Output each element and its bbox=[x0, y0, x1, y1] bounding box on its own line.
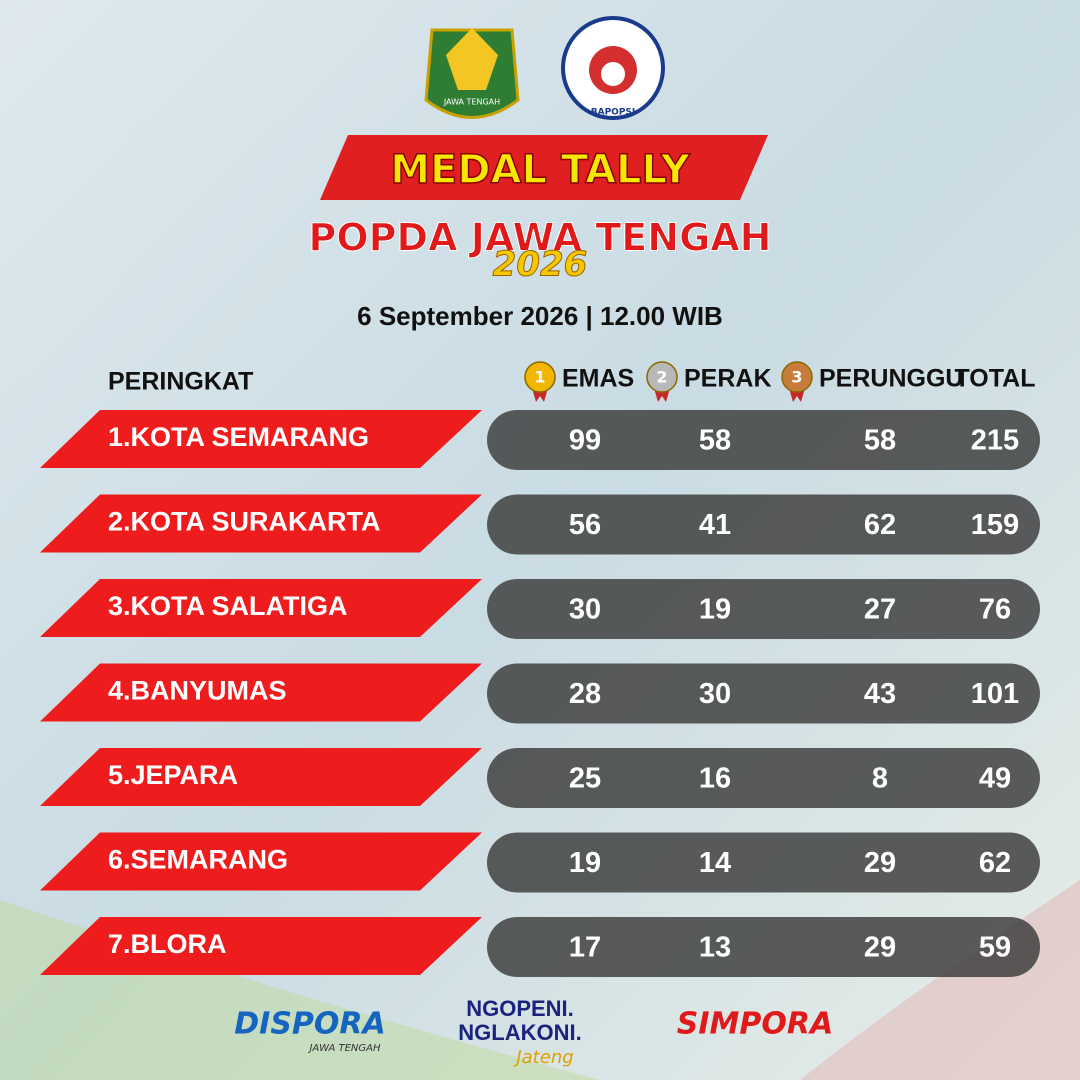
score: 58 bbox=[864, 425, 896, 457]
rank-banner bbox=[40, 663, 482, 722]
score: 30 bbox=[569, 594, 601, 626]
score: 29 bbox=[864, 847, 896, 879]
footer-sub: JAWA TENGAH bbox=[307, 1043, 381, 1054]
score: 56 bbox=[569, 509, 601, 541]
score-pill bbox=[487, 410, 1040, 470]
score-pill bbox=[487, 748, 1040, 808]
rank-banner bbox=[40, 410, 482, 468]
score: 58 bbox=[699, 425, 731, 457]
medal-number: 3 bbox=[791, 368, 802, 387]
score: 99 bbox=[569, 425, 601, 457]
score: 16 bbox=[699, 763, 731, 795]
team-name: 1.KOTA SEMARANG bbox=[108, 422, 369, 452]
team-name: 7.BLORA bbox=[108, 929, 227, 959]
team-name: 6.SEMARANG bbox=[108, 845, 288, 875]
score: 19 bbox=[569, 847, 601, 879]
score: 159 bbox=[971, 509, 1019, 541]
column-header: PERAK bbox=[684, 365, 772, 393]
logo-left: JAWA TENGAH bbox=[424, 28, 520, 119]
score: 76 bbox=[979, 594, 1011, 626]
score: 14 bbox=[699, 847, 731, 879]
logo-right: BAPOPSI bbox=[561, 16, 665, 120]
score-pill bbox=[487, 494, 1040, 555]
score: 49 bbox=[979, 763, 1011, 795]
score-pill bbox=[487, 579, 1040, 639]
slogan: NGLAKONI. bbox=[458, 1020, 581, 1045]
score: 30 bbox=[699, 678, 731, 710]
rank-banner bbox=[40, 579, 482, 637]
score: 13 bbox=[699, 932, 731, 964]
team-name: 5.JEPARA bbox=[108, 760, 238, 790]
score: 8 bbox=[872, 763, 888, 795]
score-pill bbox=[487, 832, 1040, 893]
medal-number: 1 bbox=[534, 368, 545, 387]
footer-logo: DISPORA bbox=[234, 1007, 385, 1042]
score: 59 bbox=[979, 932, 1011, 964]
medal-number: 2 bbox=[656, 368, 667, 387]
logo-text: JAWA TENGAH bbox=[443, 98, 500, 107]
slogan: Jateng bbox=[513, 1047, 573, 1068]
score: 62 bbox=[864, 509, 896, 541]
rank-banner bbox=[40, 748, 482, 806]
column-header: PERUNGGU bbox=[819, 365, 963, 393]
team-name: 4.BANYUMAS bbox=[108, 676, 287, 706]
rank-banner bbox=[40, 494, 482, 553]
score: 19 bbox=[699, 594, 731, 626]
medal bbox=[524, 361, 556, 393]
score: 27 bbox=[864, 594, 896, 626]
column-header: TOTAL bbox=[954, 365, 1035, 393]
score: 62 bbox=[979, 847, 1011, 879]
score-pill bbox=[487, 663, 1040, 724]
title: MEDAL TALLY bbox=[390, 147, 691, 193]
footer-logo: SIMPORA bbox=[677, 1007, 833, 1042]
team-name: 3.KOTA SALATIGA bbox=[108, 591, 348, 621]
slogan: NGOPENI. bbox=[466, 996, 574, 1021]
year: 2026 bbox=[493, 245, 588, 285]
score: 25 bbox=[569, 763, 601, 795]
rank-header: PERINGKAT bbox=[108, 368, 253, 396]
score: 101 bbox=[971, 678, 1019, 710]
date: 6 September 2026 | 12.00 WIB bbox=[357, 301, 723, 331]
score-pill bbox=[487, 917, 1040, 977]
score: 43 bbox=[864, 678, 896, 710]
subtitle: POPDA JAWA TENGAH bbox=[309, 216, 772, 260]
rank-banner bbox=[40, 917, 482, 975]
team-name: 2.KOTA SURAKARTA bbox=[108, 507, 381, 537]
logo-text: BAPOPSI bbox=[591, 108, 636, 118]
medal bbox=[781, 361, 813, 393]
title-banner bbox=[320, 135, 768, 200]
score: 29 bbox=[864, 932, 896, 964]
medal bbox=[646, 361, 678, 393]
decor bbox=[0, 900, 600, 1080]
score: 28 bbox=[569, 678, 601, 710]
rank-banner bbox=[40, 832, 482, 891]
score: 215 bbox=[971, 425, 1019, 457]
score: 41 bbox=[699, 509, 731, 541]
column-header: EMAS bbox=[562, 365, 634, 393]
score: 17 bbox=[569, 932, 601, 964]
